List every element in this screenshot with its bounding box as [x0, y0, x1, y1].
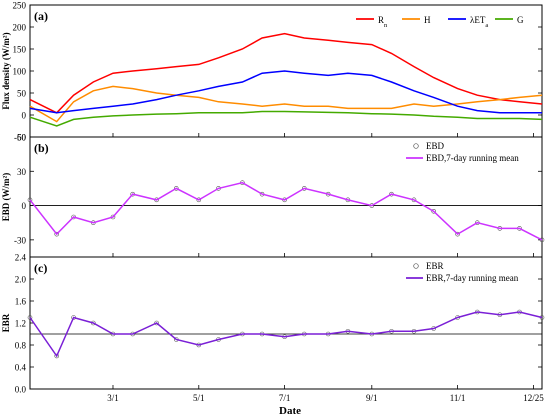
- panel-label: (b): [34, 141, 49, 155]
- legend-label: λETa: [470, 15, 488, 29]
- legend-label: Rn: [378, 15, 388, 29]
- legend-label: EBD: [426, 141, 445, 151]
- y-tick-label: 100: [13, 67, 27, 77]
- data-point: [54, 353, 60, 359]
- y-tick-label: 0: [22, 111, 27, 121]
- data-point: [27, 315, 33, 320]
- legend-swatch: [413, 263, 419, 269]
- series-line: [29, 70, 542, 114]
- y-tick-label: 2.4: [15, 253, 27, 263]
- y-tick-label: 150: [13, 45, 27, 55]
- panel-1: -50 0 50 100 150 200 250 (a) Flux density (W/m²)…: [1, 1, 543, 143]
- data-point: [196, 197, 202, 203]
- y-axis-label: Flux density (W/m²): [1, 32, 11, 109]
- legend: EBR EBR,7-day running mean: [406, 261, 519, 283]
- legend: EBD EBD,7-day running mean: [406, 141, 519, 163]
- panels: -50 0 50 100 150 200 250 (a) Flux density (W/m²)…: [1, 1, 544, 404]
- y-tick-label: 0: [22, 201, 27, 211]
- x-axis-label: Date: [279, 405, 301, 417]
- y-tick-label: 200: [13, 23, 27, 33]
- legend-label: EBR: [426, 261, 444, 271]
- data-point: [54, 231, 60, 237]
- panel-2: -30 0 30 60 (b) EBD (W/m²) EBD EBD,7-day runnin…: [1, 133, 545, 258]
- y-tick-label: 30: [17, 167, 27, 177]
- x-tick-label: 12/25: [523, 393, 544, 403]
- data-point: [431, 208, 436, 214]
- x-tick-label: 5/1: [193, 393, 205, 403]
- legend-label: EBR,7-day running mean: [426, 273, 519, 283]
- y-tick-label: 0.0: [15, 385, 27, 395]
- series-line: [29, 85, 543, 123]
- x-tick-label: 11/1: [450, 393, 466, 403]
- legend-label: G: [517, 15, 524, 25]
- x-tick-label: 7/1: [279, 393, 291, 403]
- panel-label: (c): [34, 261, 47, 275]
- y-tick-label: 250: [13, 1, 27, 11]
- x-tick-label: 9/1: [366, 393, 378, 403]
- y-tick-label: 50: [17, 89, 27, 99]
- series-line: [29, 110, 543, 127]
- panel-3: 0.0 0.4 0.8 1.2 1.6 2.0 2.4 3/1 5/1 7/1 9/1 11/1 12/…: [1, 253, 544, 404]
- series-line: [29, 32, 543, 114]
- data-point: [154, 320, 159, 326]
- y-tick-label: 0.4: [15, 363, 27, 373]
- y-axis-label: EBR: [1, 313, 11, 332]
- legend-swatch: [413, 143, 419, 149]
- y-tick-label: 1.6: [15, 297, 27, 307]
- data-point: [539, 237, 545, 243]
- panel-label: (a): [34, 9, 48, 23]
- legend-label: EBD,7-day running mean: [426, 153, 519, 163]
- data-point: [173, 186, 179, 191]
- series-line: [29, 311, 543, 358]
- y-tick-label: 60: [17, 133, 27, 143]
- y-tick-label: 1.2: [15, 319, 26, 329]
- y-tick-label: -30: [14, 235, 26, 245]
- y-tick-label: 0.8: [15, 341, 27, 351]
- data-point: [455, 231, 460, 237]
- y-tick-label: 2.0: [15, 275, 27, 285]
- x-tick-label: 3/1: [107, 393, 119, 403]
- series-line: [29, 181, 543, 241]
- legend-label: H: [424, 15, 431, 25]
- data-point: [27, 197, 33, 203]
- y-axis-label: EBD (W/m²): [1, 173, 11, 221]
- y-tick-label: -50: [14, 133, 26, 143]
